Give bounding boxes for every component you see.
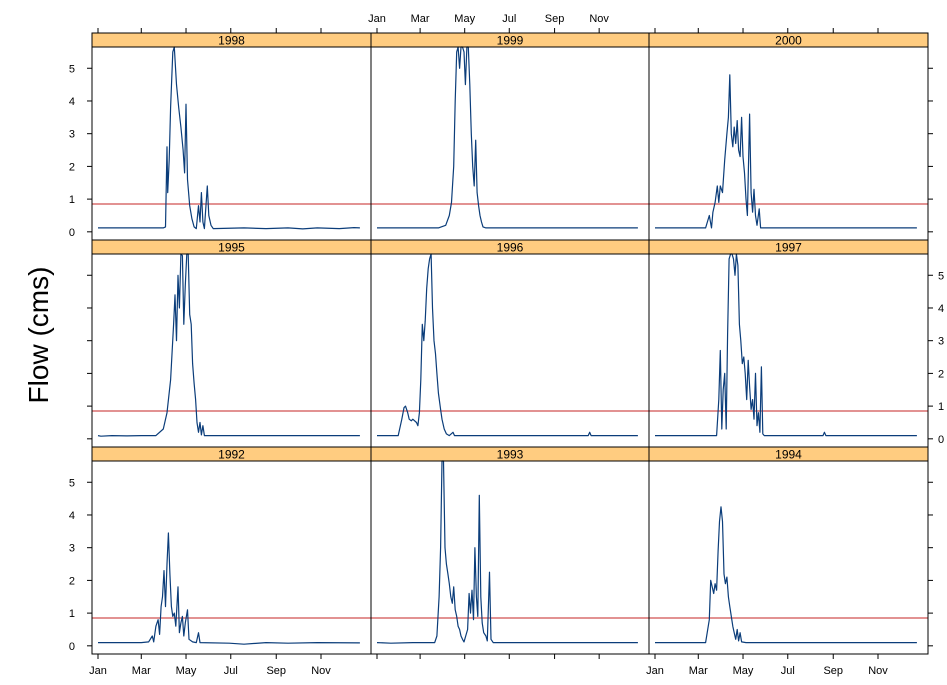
x-tick-label-bottom: Jan	[89, 665, 107, 677]
panel-frame-1994	[648, 460, 929, 655]
flow-series-1994	[655, 506, 917, 644]
panel-strip-label-1995: 1995	[218, 241, 245, 255]
x-tick-label-bottom: Nov	[311, 665, 331, 677]
x-tick-label-top: Nov	[589, 13, 609, 25]
x-tick-label-bottom: May	[176, 665, 197, 677]
y-tick-label-left: 2	[69, 161, 75, 173]
panel-strip-label-1997: 1997	[775, 241, 802, 255]
x-tick-label-bottom: Jul	[781, 665, 795, 677]
flow-series-1996	[377, 253, 638, 437]
x-tick-label-bottom: Nov	[868, 665, 888, 677]
y-tick-label-left: 2	[69, 575, 75, 587]
y-tick-label-left: 0	[69, 641, 75, 653]
flow-series-2000	[655, 74, 917, 229]
x-tick-label-top: Jul	[502, 13, 516, 25]
y-tick-label-left: 3	[69, 129, 75, 141]
panel-frame-1996	[370, 253, 650, 448]
y-tick-label-left: 5	[69, 477, 75, 489]
x-tick-label-bottom: May	[733, 665, 754, 677]
y-tick-label-left: 1	[69, 194, 75, 206]
panel-frame-1992	[91, 460, 372, 655]
y-tick-label-left: 4	[69, 510, 75, 522]
x-tick-label-bottom: Sep	[266, 665, 286, 677]
y-tick-label-right: 0	[938, 434, 944, 446]
x-tick-label-bottom: Jul	[224, 665, 238, 677]
panel-strip-label-1993: 1993	[497, 448, 524, 462]
y-tick-label-right: 4	[938, 303, 944, 315]
x-tick-label-top: Sep	[545, 13, 565, 25]
panel-frame-1999	[370, 46, 650, 241]
x-tick-label-bottom: Jan	[646, 665, 664, 677]
flow-series-1998	[98, 46, 360, 230]
y-tick-label-left: 0	[69, 227, 75, 239]
panel-strip-label-1998: 1998	[218, 34, 245, 48]
y-tick-label-right: 2	[938, 368, 944, 380]
x-tick-label-top: May	[454, 13, 475, 25]
panel-frame-1997	[648, 253, 929, 448]
panel-strip-label-1992: 1992	[218, 448, 245, 462]
x-tick-label-top: Jan	[368, 13, 386, 25]
flow-series-1993	[376, 460, 638, 644]
panel-frame-1995	[91, 253, 372, 448]
flow-series-1995	[97, 253, 360, 437]
x-tick-label-bottom: Mar	[132, 665, 151, 677]
y-axis-label: Flow (cms)	[23, 267, 54, 404]
panel-frame-2000	[648, 46, 929, 241]
panel-frame-1998	[91, 46, 372, 241]
panel-strip-label-1999: 1999	[497, 34, 524, 48]
panel-strip-label-1996: 1996	[497, 241, 524, 255]
flow-series-1997	[655, 253, 917, 437]
flow-series-1992	[98, 532, 360, 645]
y-tick-label-left: 1	[69, 608, 75, 620]
y-tick-label-left: 5	[69, 63, 75, 75]
x-tick-label-bottom: Mar	[689, 665, 708, 677]
x-tick-label-bottom: Sep	[823, 665, 843, 677]
y-tick-label-right: 1	[938, 401, 944, 413]
panel-strip-label-2000: 2000	[775, 34, 802, 48]
panel-strip-label-1994: 1994	[775, 448, 802, 462]
y-tick-label-right: 3	[938, 336, 944, 348]
y-tick-label-left: 4	[69, 96, 75, 108]
x-tick-label-top: Mar	[411, 13, 430, 25]
flow-series-1999	[377, 46, 638, 229]
y-tick-label-right: 5	[938, 270, 944, 282]
panel-frame-1993	[370, 460, 650, 655]
y-tick-label-left: 3	[69, 543, 75, 555]
